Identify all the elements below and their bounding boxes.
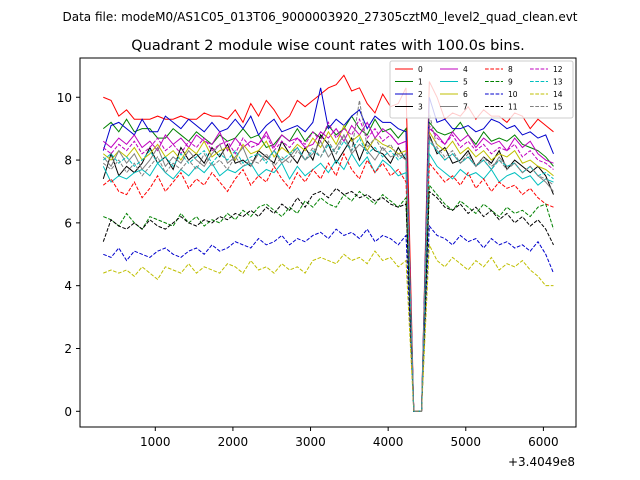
legend-label: 6 xyxy=(463,90,468,99)
legend-label: 0 xyxy=(418,65,423,74)
x-offset-label: +3.4049e8 xyxy=(508,455,575,469)
legend-label: 1 xyxy=(418,78,423,87)
x-tick-label: 4000 xyxy=(373,435,404,449)
x-axis: 1000 2000 3000 4000 5000 6000 xyxy=(140,427,559,449)
y-tick-label: 2 xyxy=(64,342,72,356)
series-line-5 xyxy=(102,152,554,412)
legend-box xyxy=(389,60,574,119)
legend-label: 4 xyxy=(463,65,468,74)
y-tick-label: 4 xyxy=(64,279,72,293)
chart-suptitle: Data file: modeM0/AS1C05_013T06_90000039… xyxy=(62,10,577,24)
series-line-13 xyxy=(102,137,554,412)
legend-label: 5 xyxy=(463,78,468,87)
y-tick-label: 6 xyxy=(64,216,72,230)
legend-label: 3 xyxy=(418,103,423,112)
y-tick-label: 0 xyxy=(64,405,72,419)
series-line-1 xyxy=(102,115,554,412)
x-tick-label: 3000 xyxy=(295,435,326,449)
chart-title: Quadrant 2 module wise count rates with … xyxy=(131,38,525,54)
series-line-11 xyxy=(102,187,554,412)
series-line-10 xyxy=(103,224,554,412)
legend-label: 12 xyxy=(553,65,563,74)
series-line-14 xyxy=(103,242,554,412)
y-axis: 0 2 4 6 8 10 xyxy=(57,91,80,419)
series-lines xyxy=(102,74,554,412)
series-line-2 xyxy=(102,87,554,412)
legend-label: 14 xyxy=(553,90,563,99)
legend-label: 13 xyxy=(553,78,563,87)
plot-frame xyxy=(79,57,577,428)
series-line-8 xyxy=(102,152,554,412)
legend-label: 9 xyxy=(508,78,513,87)
y-tick-label: 8 xyxy=(64,154,72,168)
series-line-4 xyxy=(102,121,554,412)
legend-label: 11 xyxy=(508,103,518,112)
series-line-9 xyxy=(103,183,554,412)
y-tick-label: 10 xyxy=(57,91,72,105)
x-tick-label: 5000 xyxy=(451,435,482,449)
x-tick-label: 2000 xyxy=(218,435,249,449)
legend-label: 8 xyxy=(508,65,513,74)
legend-label: 7 xyxy=(463,103,468,112)
series-line-6 xyxy=(102,124,554,412)
series-line-15 xyxy=(102,100,554,412)
x-tick-label: 6000 xyxy=(528,435,559,449)
x-tick-label: 1000 xyxy=(140,435,171,449)
legend-label: 10 xyxy=(508,90,518,99)
series-line-12 xyxy=(102,118,554,412)
legend-label: 2 xyxy=(418,90,423,99)
legend-label: 15 xyxy=(553,103,563,112)
